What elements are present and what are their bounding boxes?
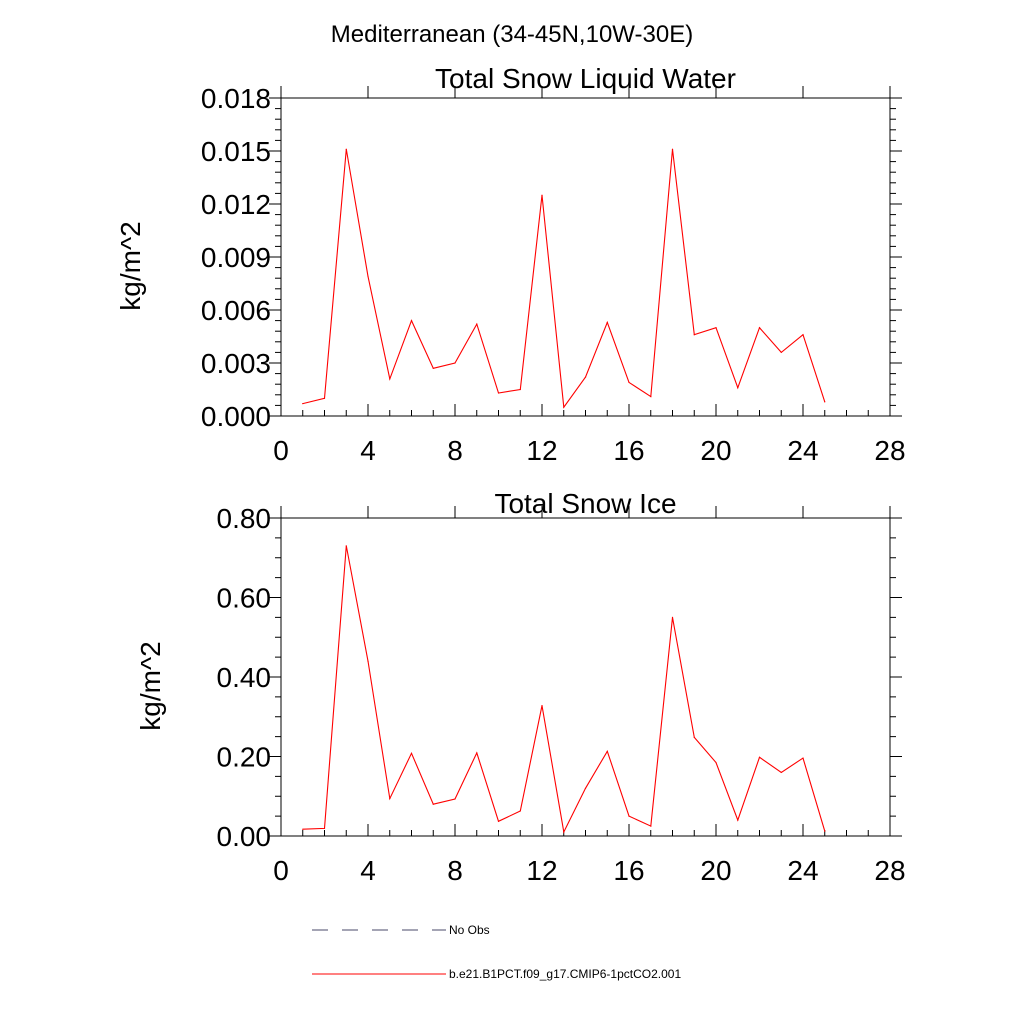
data-point bbox=[780, 351, 782, 353]
data-point bbox=[410, 320, 413, 322]
x-tick-label: 28 bbox=[874, 855, 905, 886]
data-point bbox=[802, 334, 804, 336]
data-point bbox=[323, 827, 326, 830]
data-point bbox=[628, 381, 630, 384]
y-axis-label: kg/m^2 bbox=[135, 641, 166, 730]
data-point bbox=[541, 705, 543, 707]
data-point bbox=[650, 825, 652, 827]
chart-panel-snow-ice: Total Snow Ice kg/m^2 0 4 8 12 16 20 24 28 0.00 0.2… bbox=[135, 488, 906, 886]
series-line bbox=[302, 149, 826, 409]
plot-frame bbox=[280, 97, 891, 417]
data-point bbox=[737, 819, 739, 821]
page-title: Mediterranean (34-45N,10W-30E) bbox=[331, 21, 693, 48]
data-point bbox=[476, 752, 478, 754]
data-point bbox=[389, 798, 391, 800]
x-tick-label: 4 bbox=[360, 855, 376, 886]
legend-label-obs: No Obs bbox=[449, 923, 490, 937]
data-point bbox=[323, 397, 326, 399]
y-tick-label: 0.000 bbox=[201, 401, 271, 432]
data-point bbox=[802, 757, 804, 759]
chart-title: Total Snow Ice bbox=[494, 488, 676, 519]
data-point bbox=[628, 815, 630, 817]
x-tick-label: 16 bbox=[613, 435, 644, 466]
x-tick-label: 16 bbox=[613, 855, 644, 886]
x-tick-label: 24 bbox=[787, 855, 818, 886]
y-tick-label: 0.018 bbox=[201, 83, 271, 114]
data-point bbox=[693, 334, 695, 336]
data-point bbox=[497, 392, 500, 394]
x-tick-label: 20 bbox=[700, 435, 731, 466]
y-tick-label: 0.015 bbox=[201, 136, 271, 167]
data-point bbox=[671, 148, 674, 150]
x-tick-label: 28 bbox=[874, 435, 905, 466]
data-point bbox=[671, 616, 674, 618]
x-tick-label: 0 bbox=[273, 855, 289, 886]
data-point bbox=[758, 756, 761, 758]
data-point bbox=[563, 831, 565, 833]
data-point bbox=[519, 388, 521, 391]
data-point bbox=[650, 395, 652, 398]
x-tick-label: 8 bbox=[447, 435, 463, 466]
data-point bbox=[606, 750, 608, 752]
data-point bbox=[345, 148, 347, 150]
y-tick-label: 0.60 bbox=[217, 583, 272, 614]
y-axis-label: kg/m^2 bbox=[115, 221, 146, 310]
data-point bbox=[432, 803, 434, 805]
data-point bbox=[367, 275, 369, 278]
y-tick-label: 0.00 bbox=[217, 821, 272, 852]
data-point bbox=[367, 660, 369, 662]
y-tick-label: 0.80 bbox=[217, 503, 272, 534]
data-point bbox=[758, 327, 761, 329]
data-point bbox=[780, 771, 782, 774]
legend: No Obs b.e21.B1PCT.f09_g17.CMIP6-1pctCO2… bbox=[312, 923, 681, 981]
data-point bbox=[302, 828, 304, 830]
x-tick-label: 12 bbox=[526, 435, 557, 466]
data-point bbox=[454, 798, 456, 800]
data-point bbox=[563, 406, 565, 408]
legend-item-model: b.e21.B1PCT.f09_g17.CMIP6-1pctCO2.001 bbox=[312, 967, 681, 981]
data-point bbox=[715, 761, 717, 764]
data-point bbox=[302, 403, 304, 405]
data-point bbox=[693, 736, 695, 739]
y-tick-label: 0.003 bbox=[201, 348, 271, 379]
data-point bbox=[432, 367, 434, 369]
data-point bbox=[454, 362, 456, 364]
data-point bbox=[824, 830, 826, 832]
x-tick-label: 0 bbox=[273, 435, 289, 466]
y-tick-label: 0.012 bbox=[201, 189, 271, 220]
series-line bbox=[302, 545, 826, 834]
data-point bbox=[541, 194, 543, 196]
data-point bbox=[606, 321, 608, 323]
data-point bbox=[584, 787, 587, 789]
legend-label-model: b.e21.B1PCT.f09_g17.CMIP6-1pctCO2.001 bbox=[449, 967, 681, 981]
y-tick-label: 0.40 bbox=[217, 662, 272, 693]
data-point bbox=[497, 820, 500, 822]
y-tick-label: 0.20 bbox=[217, 742, 272, 773]
x-tick-label: 8 bbox=[447, 855, 463, 886]
data-point bbox=[715, 327, 717, 329]
data-point bbox=[737, 387, 739, 389]
legend-item-obs: No Obs bbox=[312, 923, 490, 937]
data-point bbox=[476, 323, 478, 325]
data-point bbox=[345, 545, 347, 547]
chart-title: Total Snow Liquid Water bbox=[435, 63, 736, 94]
data-point bbox=[584, 376, 587, 378]
x-tick-label: 12 bbox=[526, 855, 557, 886]
data-point bbox=[519, 810, 521, 812]
data-point bbox=[824, 401, 826, 403]
x-tick-label: 4 bbox=[360, 435, 376, 466]
x-tick-label: 20 bbox=[700, 855, 731, 886]
data-point bbox=[389, 378, 391, 380]
x-tick-label: 24 bbox=[787, 435, 818, 466]
y-tick-label: 0.006 bbox=[201, 295, 271, 326]
data-point bbox=[410, 752, 413, 754]
y-tick-label: 0.009 bbox=[201, 242, 271, 273]
chart-panel-liquid-water: Total Snow Liquid Water kg/m^2 0 4 8 12 16 20 24… bbox=[115, 63, 906, 466]
